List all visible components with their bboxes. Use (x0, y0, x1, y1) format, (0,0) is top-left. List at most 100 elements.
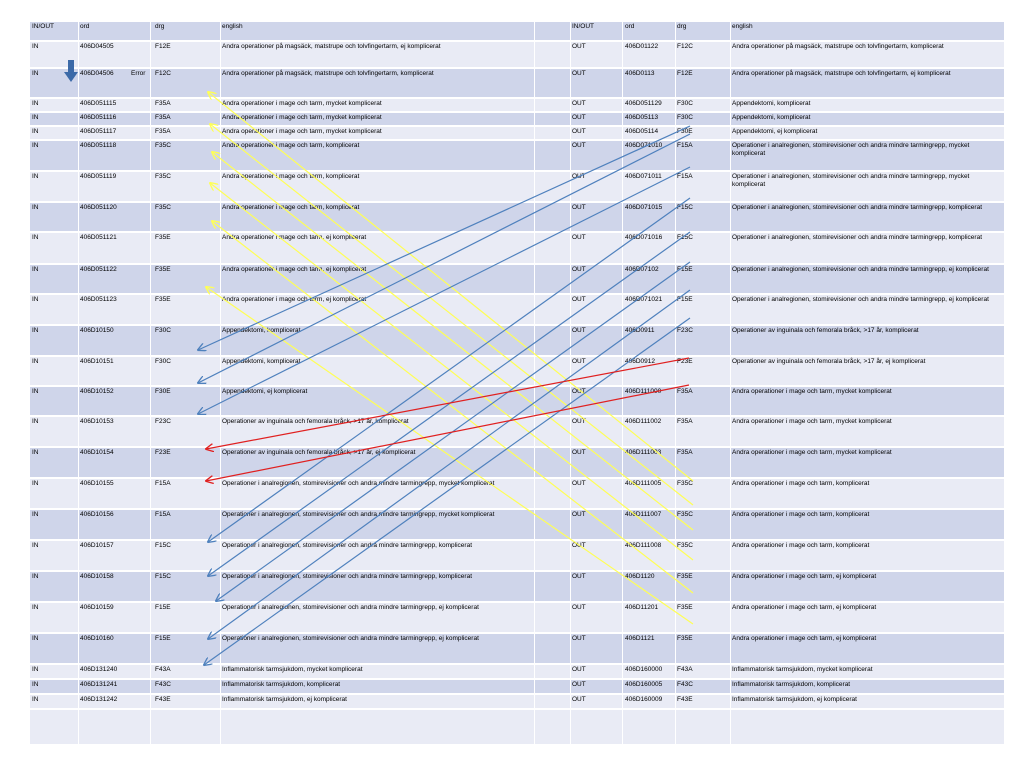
blue-mapping-arrow (198, 125, 691, 350)
row-divider (30, 125, 1004, 127)
header-left-drg: drg (155, 23, 165, 30)
in-ord: 406D10152 (80, 388, 114, 395)
out-flag: OUT (572, 266, 586, 273)
row-band (30, 446, 1004, 477)
out-flag: OUT (572, 666, 586, 673)
in-drg: F35C (155, 204, 171, 211)
in-english: Operationer i analregionen, stomirevisio… (222, 511, 495, 518)
out-drg: F23E (677, 358, 693, 365)
out-flag: OUT (572, 358, 586, 365)
in-flag: IN (32, 480, 39, 487)
out-english: Andra operationer i mage och tarm, ej ko… (732, 635, 877, 642)
out-english: Andra operationer i mage och tarm, mycke… (732, 449, 892, 456)
out-ord: 406D0911 (625, 327, 655, 334)
in-english: Appendektomi, ej komplicerat (222, 388, 308, 395)
out-english: Appendektomi, komplicerat (732, 100, 811, 107)
in-ord: 406D10157 (80, 542, 114, 549)
row-band (30, 67, 1004, 97)
blue-mapping-arrow (204, 317, 691, 665)
in-drg: F35E (155, 266, 171, 273)
in-drg: F35A (155, 100, 171, 107)
in-flag: IN (32, 418, 39, 425)
in-drg: F12E (155, 43, 171, 50)
in-flag: IN (32, 681, 39, 688)
out-ord: 406D111007 (625, 511, 662, 518)
in-flag: IN (32, 635, 39, 642)
out-ord: 406D071016 (625, 234, 663, 241)
out-flag: OUT (572, 114, 586, 121)
in-flag: IN (32, 511, 39, 518)
out-drg: F35E (677, 573, 693, 580)
in-english: Andra operationer på magsäck, matstrupe … (222, 70, 434, 77)
row-band (30, 263, 1004, 293)
in-ord: 406D051119 (80, 173, 117, 180)
out-ord: 406D05114 (625, 128, 659, 135)
out-ord: 406D071010 (625, 142, 663, 149)
in-flag: IN (32, 696, 39, 703)
in-ord: 406D051120 (80, 204, 117, 211)
in-ord: 406D131242 (80, 696, 118, 703)
out-drg: F43A (677, 666, 693, 673)
in-drg: F15A (155, 480, 171, 487)
in-flag: IN (32, 43, 39, 50)
in-ord: 406D10150 (80, 327, 114, 334)
column-divider (78, 20, 79, 744)
in-drg: F35A (155, 128, 171, 135)
header-left-inout: IN/OUT (32, 23, 55, 30)
out-ord: 406D111000 (625, 388, 662, 395)
header-band (30, 20, 1004, 40)
out-ord: 406D071015 (625, 204, 663, 211)
out-english: Operationer i analregionen, stomirevisio… (732, 234, 983, 241)
out-ord: 406D111008 (625, 542, 662, 549)
out-flag: OUT (572, 204, 586, 211)
in-ord: 406D131240 (80, 666, 118, 673)
in-ord: 406D10159 (80, 604, 114, 611)
in-drg: F30C (155, 327, 171, 334)
out-drg: F15C (677, 204, 693, 211)
in-ord: 406D051121 (80, 234, 117, 241)
out-drg: F35E (677, 604, 693, 611)
out-english: Inflammatorisk tarmsjukdom, mycket kompl… (732, 666, 873, 673)
column-divider (730, 20, 731, 744)
out-flag: OUT (572, 681, 586, 688)
row-divider (30, 201, 1004, 203)
out-flag: OUT (572, 100, 586, 107)
in-flag: IN (32, 114, 39, 121)
out-ord: 406D111002 (625, 418, 662, 425)
row-divider (30, 601, 1004, 603)
out-flag: OUT (572, 388, 586, 395)
in-ord: 406D051122 (80, 266, 117, 273)
out-drg: F35E (677, 635, 693, 642)
out-ord: 406D07102 (625, 266, 659, 273)
in-drg: F15C (155, 573, 171, 580)
out-english: Andra operationer på magsäck, matstrupe … (732, 70, 951, 77)
out-flag: OUT (572, 43, 586, 50)
yellow-mapping-arrow (212, 152, 694, 531)
yellow-mapping-arrow (206, 287, 694, 625)
in-drg: F35C (155, 142, 171, 149)
in-english: Inflammatorisk tarmsjukdom, mycket kompl… (222, 666, 363, 673)
in-english: Andra operationer i mage och tarm, kompl… (222, 204, 360, 211)
in-flag: IN (32, 388, 39, 395)
row-divider (30, 663, 1004, 665)
out-english: Andra operationer i mage och tarm, mycke… (732, 388, 892, 395)
row-divider (30, 139, 1004, 141)
in-flag: IN (32, 573, 39, 580)
out-drg: F35A (677, 449, 693, 456)
in-english: Appendektomi, komplicerat (222, 327, 301, 334)
out-ord: 406D1121 (625, 635, 655, 642)
row-band (30, 570, 1004, 601)
in-flag: IN (32, 449, 39, 456)
in-drg: F15E (155, 604, 171, 611)
in-english: Andra operationer i mage och tarm, ej ko… (222, 234, 367, 241)
row-divider (30, 570, 1004, 572)
row-divider (30, 111, 1004, 113)
in-flag: IN (32, 128, 39, 135)
row-band (30, 111, 1004, 125)
out-drg: F43C (677, 681, 693, 688)
out-english: Andra operationer på magsäck, matstrupe … (732, 43, 944, 50)
in-drg: F15A (155, 511, 171, 518)
column-divider (622, 20, 623, 744)
out-ord: 406D160009 (625, 696, 663, 703)
in-drg: F30E (155, 388, 171, 395)
